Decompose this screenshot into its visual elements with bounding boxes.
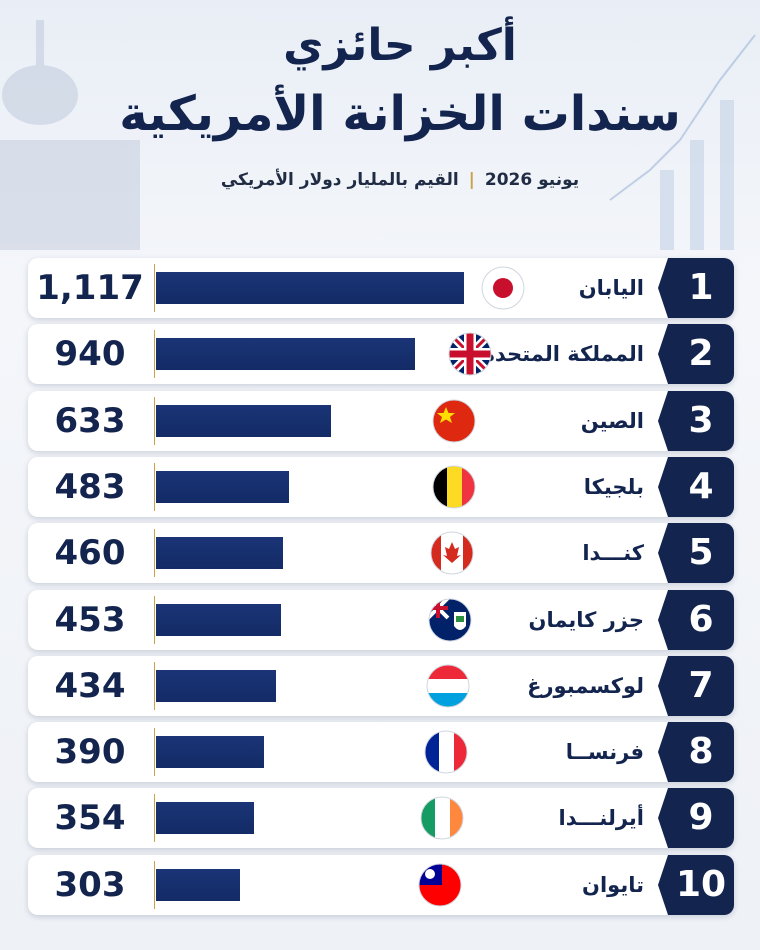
rank: 10 <box>658 854 734 915</box>
title: سندات الخزانة الأمريكية <box>119 86 681 142</box>
row: 10 تايوان 303 <box>28 854 734 915</box>
flag <box>448 332 492 376</box>
flag <box>432 399 476 443</box>
value-label: 940 <box>54 334 126 375</box>
title: أكبر حائزي <box>283 20 517 71</box>
country-name: أيرلنـــدا <box>558 806 644 831</box>
divider <box>154 330 155 379</box>
bar <box>156 537 283 570</box>
bar <box>156 736 264 769</box>
divider <box>154 529 155 578</box>
value-label: 434 <box>54 665 126 706</box>
value-label: 460 <box>54 533 126 574</box>
row: 5 كنـــدا 460 <box>28 523 734 584</box>
bar <box>156 404 331 437</box>
rank: 5 <box>658 523 734 584</box>
row: 1 اليابان 1,117 <box>28 258 734 318</box>
row: 9 أيرلنـــدا 354 <box>28 788 734 849</box>
rank: 4 <box>658 456 734 517</box>
country-name: الصين <box>580 408 644 433</box>
country-name: بلجيكا <box>583 474 644 499</box>
subtitle: يونيو 2026 | القيم بالمليار دولار الأمريكي <box>150 170 650 190</box>
country-name: تايوان <box>582 872 644 897</box>
row: 8 فرنســا 390 <box>28 722 734 783</box>
rank: 9 <box>658 788 734 849</box>
separator: | <box>468 170 475 190</box>
rank: 8 <box>658 722 734 783</box>
bar <box>156 802 254 835</box>
flag <box>430 531 474 575</box>
flag <box>424 730 468 774</box>
country-name: لوكسمبورغ <box>527 673 644 698</box>
flag <box>420 796 464 840</box>
row: 3 الصين 633 <box>28 390 734 451</box>
value-label: 483 <box>54 466 126 507</box>
country-name: فرنســا <box>565 740 644 765</box>
value-label: 633 <box>54 400 126 441</box>
row: 6 جزر كايمان 453 <box>28 589 734 650</box>
divider <box>154 396 155 445</box>
value-label: 390 <box>54 732 126 773</box>
divider <box>154 264 155 312</box>
row: 7 لوكسمبورغ 434 <box>28 655 734 716</box>
value-label: 1,117 <box>36 268 144 308</box>
rank: 1 <box>658 258 734 318</box>
flag <box>428 598 472 641</box>
country-name: المملكة المتحدة <box>482 342 644 367</box>
divider <box>154 661 155 710</box>
rank: 3 <box>658 390 734 451</box>
flag <box>418 863 462 907</box>
bar <box>156 338 416 371</box>
bar <box>156 603 281 636</box>
divider <box>154 728 155 777</box>
bar <box>156 868 240 901</box>
divider <box>154 794 155 843</box>
background-decoration <box>0 20 756 250</box>
subtitle-units: القيم بالمليار دولار الأمريكي <box>220 170 459 190</box>
flag <box>426 664 470 708</box>
rank: 2 <box>658 324 734 385</box>
rank: 7 <box>658 655 734 716</box>
bar <box>156 669 276 702</box>
flag <box>432 465 476 509</box>
divider <box>154 595 155 644</box>
country-name: اليابان <box>578 276 644 300</box>
country-name: جزر كايمان <box>528 607 644 632</box>
rank: 6 <box>658 589 734 650</box>
subtitle-date: يونيو 2026 <box>484 170 580 190</box>
flag <box>481 266 525 310</box>
row: 4 بلجيكا 483 <box>28 456 734 517</box>
divider <box>154 860 155 909</box>
value-label: 303 <box>54 864 126 905</box>
value-label: 354 <box>54 798 126 839</box>
divider <box>154 462 155 511</box>
bar <box>156 470 290 503</box>
bar <box>156 272 464 304</box>
country-name: كنـــدا <box>582 541 644 566</box>
value-label: 453 <box>54 599 126 640</box>
row: 2 المملكة المتحدة 940 <box>28 324 734 385</box>
